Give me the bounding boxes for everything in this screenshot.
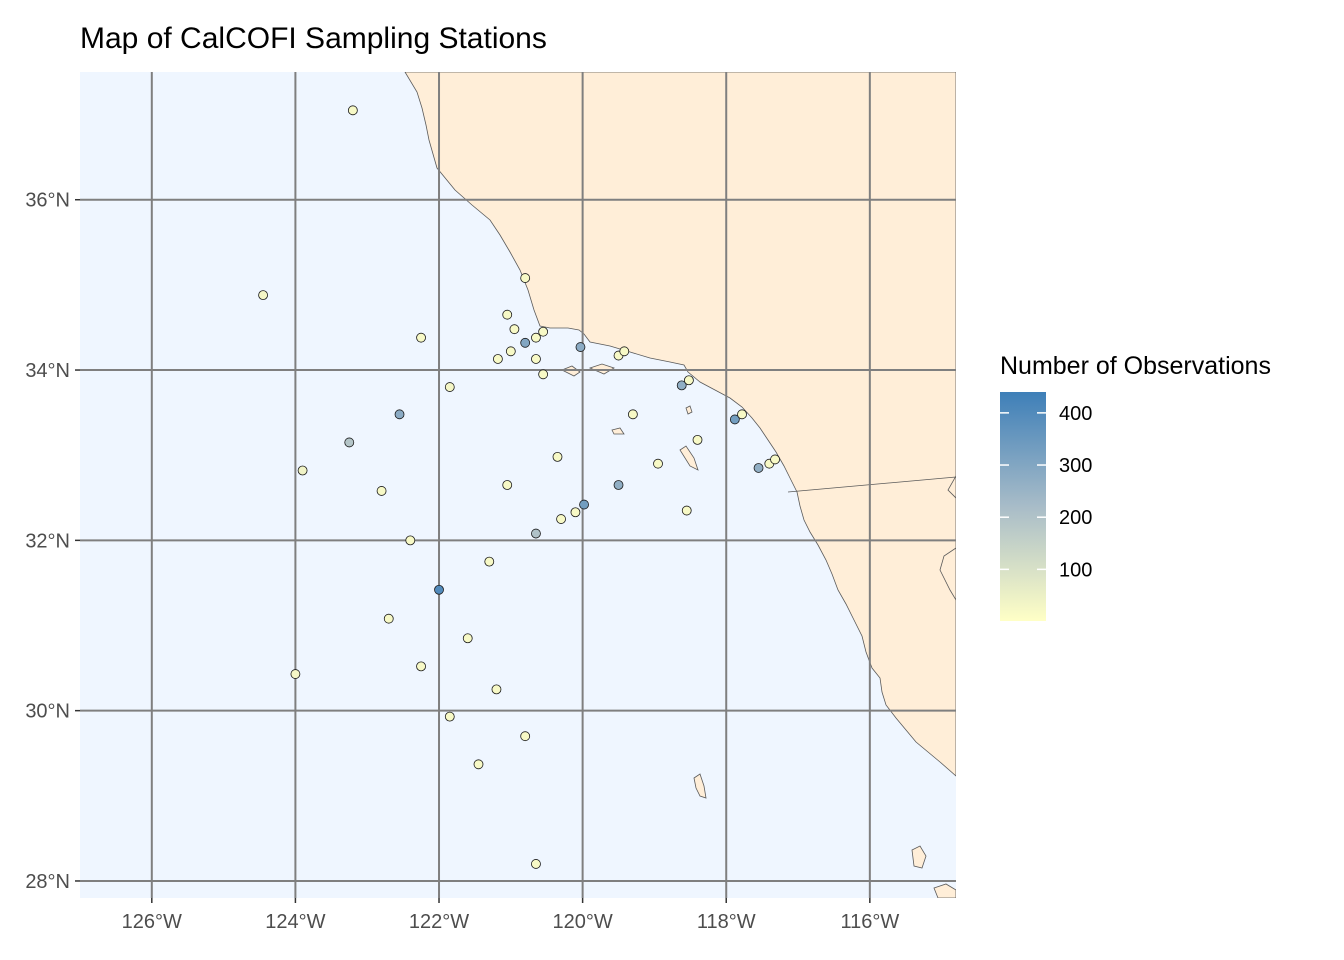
legend-tick-label: 200 <box>1059 507 1092 529</box>
station-point[interactable] <box>520 273 531 283</box>
station-point[interactable] <box>484 556 495 567</box>
station-point[interactable] <box>416 661 426 672</box>
station-point[interactable] <box>502 309 513 320</box>
y-tick-label: 28°N <box>25 871 70 893</box>
station-point[interactable] <box>570 507 581 518</box>
station-point[interactable] <box>509 324 520 335</box>
station-point[interactable] <box>531 332 541 343</box>
legend-tick-label: 400 <box>1059 403 1092 425</box>
legend: Number of Observations 100 200 300 400 <box>1000 352 1271 621</box>
x-tick-label: 126°W <box>122 911 182 933</box>
x-tick-label: 120°W <box>552 911 612 933</box>
legend-tick-label: 300 <box>1059 455 1092 477</box>
gridlines <box>80 72 956 898</box>
station-point[interactable] <box>344 437 355 448</box>
station-point[interactable] <box>473 759 484 770</box>
station-point[interactable] <box>653 458 663 469</box>
station-point[interactable] <box>538 326 549 337</box>
station-point[interactable] <box>492 354 503 364</box>
island <box>611 427 625 435</box>
station-point[interactable] <box>520 731 531 742</box>
island <box>933 883 956 898</box>
station-point[interactable] <box>681 505 692 516</box>
gulf-coast <box>947 475 956 499</box>
station-point[interactable] <box>520 337 531 348</box>
legend-title: Number of Observations <box>1000 352 1271 380</box>
station-point[interactable] <box>729 414 740 425</box>
land-mass <box>404 72 956 777</box>
station-point[interactable] <box>538 369 549 380</box>
station-point[interactable] <box>556 514 566 524</box>
island <box>679 445 699 471</box>
station-point[interactable] <box>258 290 268 301</box>
station-point[interactable] <box>502 480 513 490</box>
station-point[interactable] <box>394 409 405 420</box>
station-point[interactable] <box>531 528 541 539</box>
station-point[interactable] <box>676 380 687 391</box>
station-points <box>258 105 780 869</box>
station-point[interactable] <box>405 535 416 546</box>
y-tick-label: 32°N <box>25 530 70 552</box>
station-point[interactable] <box>575 342 586 352</box>
island <box>685 405 693 415</box>
y-tick-label: 34°N <box>25 360 70 382</box>
x-tick-label: 124°W <box>265 911 325 933</box>
y-tick-label: 36°N <box>25 190 70 212</box>
legend-colorbar <box>1000 392 1046 621</box>
station-point[interactable] <box>383 613 394 624</box>
station-point[interactable] <box>619 346 630 357</box>
island <box>693 773 707 799</box>
station-point[interactable] <box>770 454 780 465</box>
station-point[interactable] <box>683 375 694 386</box>
legend-tick-label: 100 <box>1059 559 1092 581</box>
station-point[interactable] <box>579 499 589 510</box>
station-point[interactable] <box>491 684 502 695</box>
gulf-coast <box>939 547 956 601</box>
station-point[interactable] <box>531 859 541 869</box>
island <box>588 363 615 375</box>
us-mexico-border <box>787 476 956 493</box>
x-axis: 126°W 124°W 122°W 120°W 118°W 116°W <box>122 898 899 933</box>
x-tick-label: 118°W <box>697 911 756 933</box>
station-point[interactable] <box>552 451 563 462</box>
y-tick-label: 30°N <box>25 701 70 723</box>
station-point[interactable] <box>290 669 301 679</box>
station-point[interactable] <box>531 354 541 364</box>
y-axis: 28°N 30°N 32°N 34°N 36°N <box>25 190 80 893</box>
plot-title: Map of CalCOFI Sampling Stations <box>80 22 547 55</box>
station-point[interactable] <box>297 465 308 476</box>
station-point[interactable] <box>376 486 387 496</box>
x-tick-label: 116°W <box>840 911 899 933</box>
station-point[interactable] <box>462 633 473 644</box>
station-point[interactable] <box>737 409 747 420</box>
station-point[interactable] <box>505 346 516 357</box>
station-point[interactable] <box>416 332 426 343</box>
station-point[interactable] <box>627 409 638 420</box>
station-point[interactable] <box>444 711 455 722</box>
station-point[interactable] <box>434 584 444 595</box>
station-point[interactable] <box>753 463 764 473</box>
station-point[interactable] <box>613 480 624 490</box>
station-point[interactable] <box>347 105 358 116</box>
x-tick-label: 122°W <box>409 911 469 933</box>
station-point[interactable] <box>444 382 455 392</box>
station-point[interactable] <box>692 434 703 445</box>
island <box>911 845 927 869</box>
